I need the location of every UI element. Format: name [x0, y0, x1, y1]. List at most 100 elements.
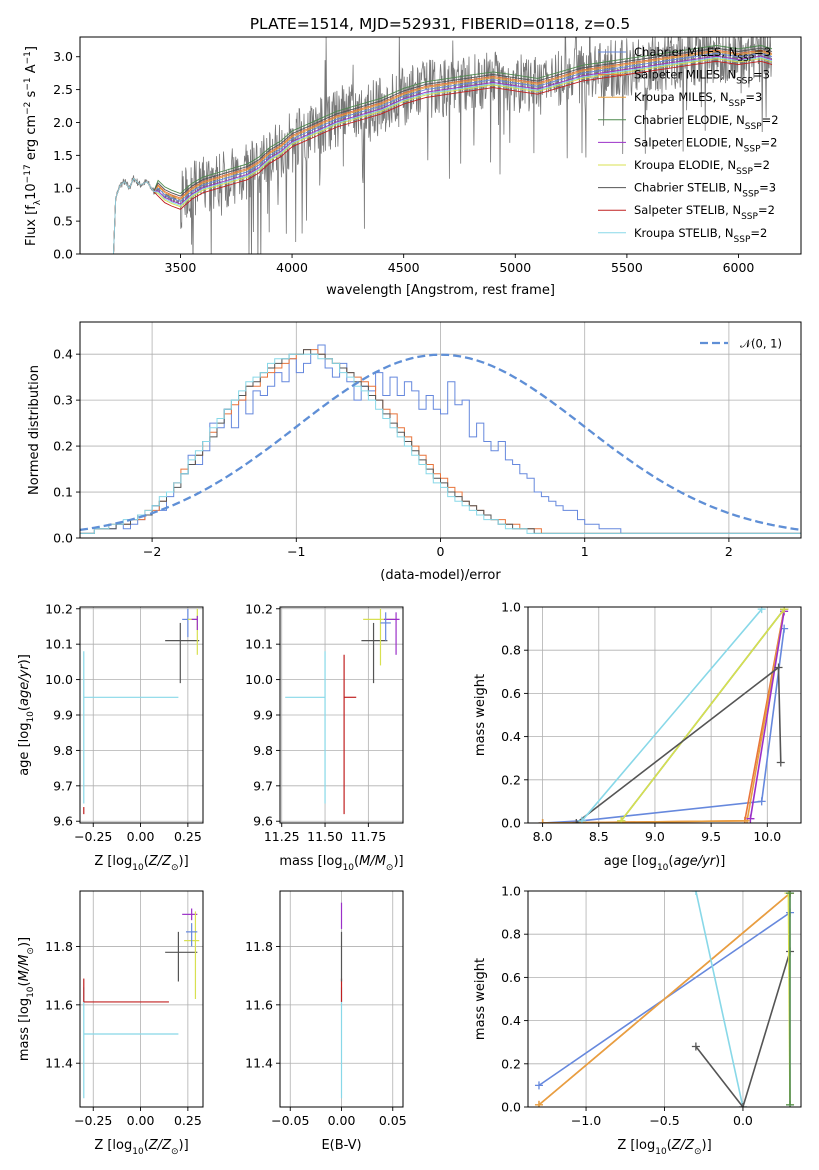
y-tick-label: 11.8 — [45, 939, 73, 954]
y-tick-label: 9.6 — [53, 814, 73, 829]
gaussian-curve — [80, 353, 801, 532]
y-tick-label: 0.3 — [53, 393, 73, 408]
legend-entry: Salpeter ELODIE, NSSP=2 — [634, 135, 777, 154]
plot-area — [113, 37, 773, 254]
y-tick-label: 0.4 — [53, 347, 73, 362]
label-part: Salpeter MILES, N — [634, 68, 736, 82]
label-part: ( — [17, 981, 32, 986]
x-tick-label: 0.25 — [174, 829, 202, 844]
label-part: age/yr — [17, 663, 32, 706]
label-part: =2 — [753, 158, 770, 172]
y-tick-label: 3.0 — [53, 49, 73, 64]
model-line — [113, 56, 773, 254]
data-point — [572, 819, 581, 823]
label-part: Z/Z — [671, 1138, 695, 1153]
axes-frame — [279, 890, 404, 1108]
plot-area — [538, 607, 789, 823]
x-axis-label: Z [log10(Z/Z⊙)] — [617, 1138, 711, 1157]
model-line — [113, 55, 773, 254]
x-tick-label: 4500 — [388, 260, 420, 275]
weight-line — [749, 611, 785, 819]
y-tick-label: 1.0 — [501, 884, 521, 899]
y-tick-label: 9.8 — [53, 743, 73, 758]
label-part: )] — [715, 854, 725, 869]
ebv-mass-panel: −0.05 0.00 0.05 11.4 11.6 11.8 E(B-V) — [245, 890, 407, 1153]
z-age-panel: −0.25 0.00 0.25 9.6 9.7 9.8 9.9 10.0 10.1 10.2 Z [… — [17, 601, 204, 873]
y-tick-label: 2.0 — [53, 115, 73, 130]
plot-area — [534, 891, 795, 1107]
label-part: Flux [f — [24, 205, 39, 246]
label-part: =3 — [745, 90, 762, 104]
label-part: Kroupa STELIB, N — [634, 226, 734, 240]
label-part: erg cm — [24, 115, 39, 164]
label-part: ( — [144, 854, 149, 869]
label-part: age [log — [17, 723, 32, 776]
axes-frame — [79, 36, 802, 255]
label-part: )] — [702, 1138, 712, 1153]
x-tick-label: 3500 — [165, 260, 197, 275]
spectrum-panel: 3500 4000 4500 5000 5500 6000 0.0 0.5 1.0 1.5 2.0 2… — [23, 36, 802, 298]
y-tick-label: 11.6 — [245, 997, 273, 1012]
x-tick-label: −0.25 — [74, 1113, 112, 1128]
model-line — [113, 58, 773, 254]
residuals-panel: −2 −1 0 1 2 0.0 0.1 0.2 0.3 0.4 𝒩(0, 1) (data-model… — [27, 321, 802, 583]
axes-frame — [79, 606, 204, 824]
label-part: 10 — [655, 1147, 667, 1157]
axes-frame — [279, 606, 404, 824]
y-tick-label: 10.1 — [45, 637, 73, 652]
label-part: =2 — [750, 226, 767, 240]
legend-entry: Salpeter MILES, NSSP=3 — [634, 68, 770, 87]
label-part: )] — [179, 1138, 189, 1153]
x-tick-label: −1.0 — [571, 1113, 601, 1128]
x-tick-label: 0.00 — [127, 829, 155, 844]
y-tick-label: 9.6 — [253, 814, 273, 829]
y-tick-label: 10.0 — [45, 672, 73, 687]
weight-line — [620, 608, 785, 822]
x-tick-label: 5500 — [611, 260, 643, 275]
y-tick-label: 11.4 — [45, 1056, 73, 1071]
label-part: ( — [668, 854, 673, 869]
label-part: ( — [144, 1138, 149, 1153]
label-part: SSP — [741, 212, 758, 222]
data-point — [757, 797, 766, 806]
label-part: age/yr — [673, 854, 716, 869]
plot-area — [80, 344, 801, 534]
y-axis-label: age [log10(age/yr)] — [17, 654, 36, 776]
x-axis-label: E(B-V) — [321, 1138, 361, 1153]
y-tick-label: 1.0 — [501, 600, 521, 615]
x-tick-label: 5000 — [499, 260, 531, 275]
legend-entry: Chabrier MILES, NSSP=3 — [634, 45, 771, 64]
label-part: 10 — [26, 711, 36, 723]
y-tick-label: 0.2 — [53, 439, 73, 454]
weight-line — [542, 609, 785, 823]
z-weight-panel: −1.0 −0.5 0.0 0.0 0.2 0.4 0.6 0.8 1.0 Z [log10(Z/… — [473, 884, 802, 1157]
x-tick-label: 10.0 — [753, 829, 781, 844]
label-part: 10 — [657, 863, 669, 873]
plot-area — [83, 608, 200, 815]
y-tick-label: 0.0 — [501, 1100, 521, 1115]
y-tick-label: 0.2 — [501, 772, 521, 787]
y-axis-label: Flux [fλ10−17 erg cm−2 s−1 A−1] — [23, 46, 43, 246]
label-part: SSP — [736, 167, 753, 177]
y-axis-label: mass weight — [473, 674, 488, 756]
label-part: =2 — [762, 113, 779, 127]
x-tick-label: 0 — [437, 544, 445, 559]
legend-entry: Chabrier ELODIE, NSSP=2 — [634, 113, 779, 132]
x-tick-label: 0.05 — [379, 1113, 407, 1128]
y-tick-label: 0.6 — [501, 970, 521, 985]
x-tick-label: 9.5 — [701, 829, 721, 844]
data-point — [691, 1042, 700, 1051]
data-point — [691, 891, 700, 895]
age-weight-panel: 8.0 8.5 9.0 9.5 10.0 0.0 0.2 0.4 0.6 0.8 1.0 age [l… — [473, 600, 802, 873]
label-part: ⊙ — [694, 1147, 702, 1157]
y-tick-label: 2.5 — [53, 82, 73, 97]
label-part: Z [log — [94, 1138, 132, 1153]
label-part: Chabrier STELIB, N — [634, 181, 742, 195]
label-part: SSP — [737, 54, 754, 64]
label-part: )] — [17, 654, 32, 664]
label-part: E(B-V) — [321, 1138, 361, 1153]
x-tick-label: 0.00 — [127, 1113, 155, 1128]
data-point — [617, 816, 626, 823]
label-part: )] — [179, 854, 189, 869]
label-part: ⊙ — [386, 863, 394, 873]
